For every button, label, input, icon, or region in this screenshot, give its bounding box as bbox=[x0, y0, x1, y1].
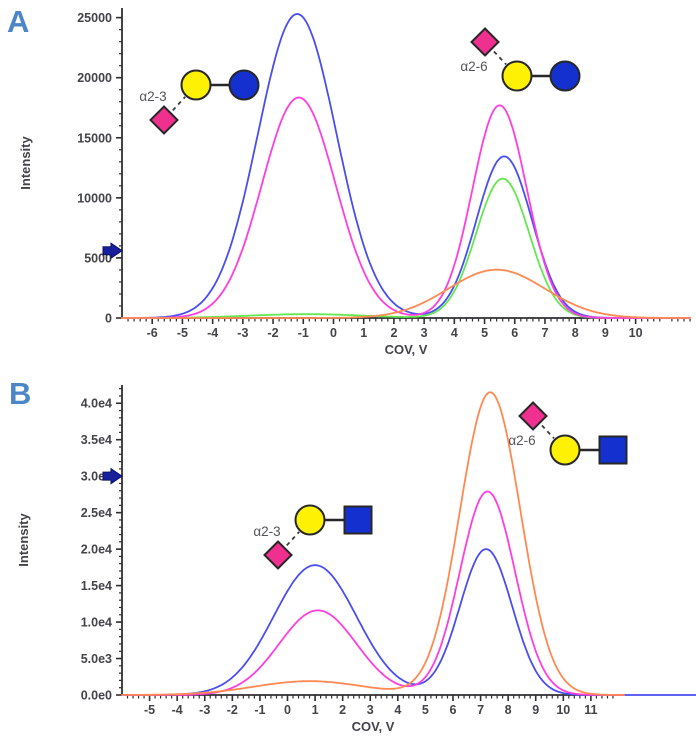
glycan-annotation: α2-6 bbox=[460, 27, 581, 92]
x-tick-label: 1 bbox=[360, 326, 367, 340]
x-tick-label: 3 bbox=[421, 326, 428, 340]
x-tick-label: -3 bbox=[237, 326, 248, 340]
x-tick-label: -1 bbox=[254, 703, 265, 717]
linkage-label: α2-6 bbox=[508, 433, 535, 448]
x-tick-label: 0 bbox=[330, 326, 337, 340]
gal-yellow-circle-icon bbox=[294, 504, 326, 536]
x-tick-label: -1 bbox=[298, 326, 309, 340]
threshold-arrow-icon bbox=[102, 467, 123, 485]
y-tick-label: 5.0e3 bbox=[81, 652, 112, 666]
y-tick-label: 0.0e0 bbox=[81, 689, 112, 703]
x-tick-label: 1 bbox=[312, 703, 319, 717]
panel-a-letter: A bbox=[7, 4, 30, 39]
x-tick-label: 7 bbox=[542, 326, 549, 340]
x-tick-label: 9 bbox=[602, 326, 609, 340]
glc-blue-circle-icon bbox=[549, 60, 581, 92]
sialic-linkage-dashed-line bbox=[541, 424, 555, 439]
glcnac-blue-square-icon bbox=[598, 435, 628, 465]
x-tick-label: -2 bbox=[268, 326, 279, 340]
y-tick-label: 0 bbox=[105, 312, 112, 326]
sialic-linkage-dashed-line bbox=[493, 50, 507, 65]
y-tick-label: 15000 bbox=[77, 131, 112, 145]
neu5ac-pink-diamond-icon bbox=[518, 401, 548, 431]
x-axis-title: COV, V bbox=[352, 719, 395, 734]
sialic-linkage-dashed-line bbox=[172, 96, 186, 112]
neu5ac-pink-diamond-icon bbox=[263, 540, 293, 570]
curve-blue bbox=[121, 548, 696, 696]
y-tick-label: 3.5e4 bbox=[81, 433, 112, 447]
y-axis-title: Intensity bbox=[18, 136, 33, 190]
gal-yellow-circle-icon bbox=[549, 434, 581, 466]
axes bbox=[121, 385, 624, 696]
y-tick-label: 1.5e4 bbox=[81, 579, 112, 593]
glycan-annotation: α2-3 bbox=[253, 504, 373, 570]
panel-b: 0.0e05.0e31.0e41.5e42.0e42.5e43.0e43.5e4… bbox=[16, 385, 696, 734]
x-tick-label: -4 bbox=[172, 703, 183, 717]
panel-b-letter: B bbox=[9, 376, 32, 411]
curve-orange bbox=[121, 391, 625, 696]
x-tick-label: 5 bbox=[422, 703, 429, 717]
x-tick-label: 7 bbox=[477, 703, 484, 717]
gal-yellow-circle-icon bbox=[501, 60, 533, 92]
y-tick-label: 4.0e4 bbox=[81, 397, 112, 411]
neu5ac-pink-diamond-icon bbox=[470, 27, 500, 57]
ticks bbox=[116, 16, 691, 324]
x-tick-label: 4 bbox=[451, 326, 458, 340]
y-tick-label: 2.5e4 bbox=[81, 506, 112, 520]
linkage-label: α2-3 bbox=[253, 524, 280, 539]
curve-magenta bbox=[121, 490, 625, 696]
y-tick-label: 1.0e4 bbox=[81, 616, 112, 630]
glycan-annotation: α2-6 bbox=[508, 401, 628, 466]
glcnac-blue-square-icon bbox=[343, 505, 373, 535]
curve-orange bbox=[121, 268, 691, 319]
x-tick-label: 2 bbox=[390, 326, 397, 340]
x-tick-label: -4 bbox=[207, 326, 218, 340]
linkage-label: α2-6 bbox=[460, 59, 487, 74]
x-tick-label: 8 bbox=[505, 703, 512, 717]
x-tick-label: 4 bbox=[394, 703, 401, 717]
gal-yellow-circle-icon bbox=[180, 69, 212, 101]
threshold-arrow-icon bbox=[102, 242, 123, 260]
glycan-annotation: α2-3 bbox=[139, 69, 260, 135]
curve-magenta bbox=[121, 96, 691, 319]
sialic-linkage-dashed-line bbox=[286, 531, 300, 547]
x-tick-label: 2 bbox=[339, 703, 346, 717]
glc-blue-circle-icon bbox=[228, 69, 260, 101]
x-tick-label: -2 bbox=[227, 703, 238, 717]
x-tick-label: 0 bbox=[284, 703, 291, 717]
x-tick-label: 6 bbox=[450, 703, 457, 717]
x-tick-label: -5 bbox=[177, 326, 188, 340]
curve-blue bbox=[121, 13, 691, 319]
x-tick-label: -6 bbox=[147, 326, 158, 340]
y-tick-label: 2.0e4 bbox=[81, 543, 112, 557]
x-tick-label: -3 bbox=[199, 703, 210, 717]
linkage-label: α2-3 bbox=[139, 89, 166, 104]
x-tick-label: 10 bbox=[556, 703, 570, 717]
y-tick-label: 25000 bbox=[77, 11, 112, 25]
x-tick-label: 8 bbox=[572, 326, 579, 340]
axes bbox=[121, 8, 690, 319]
neu5ac-pink-diamond-icon bbox=[149, 105, 179, 135]
x-tick-label: -5 bbox=[144, 703, 155, 717]
y-tick-label: 20000 bbox=[77, 71, 112, 85]
x-tick-label: 9 bbox=[532, 703, 539, 717]
y-axis-title: Intensity bbox=[16, 513, 31, 567]
x-tick-label: 6 bbox=[511, 326, 518, 340]
x-tick-label: 5 bbox=[481, 326, 488, 340]
x-tick-label: 11 bbox=[584, 703, 597, 717]
x-tick-label: 3 bbox=[367, 703, 374, 717]
x-axis-title: COV, V bbox=[385, 342, 428, 357]
x-tick-label: 10 bbox=[629, 326, 643, 340]
curves bbox=[121, 13, 691, 319]
curves bbox=[121, 391, 696, 696]
y-tick-label: 10000 bbox=[77, 191, 112, 205]
